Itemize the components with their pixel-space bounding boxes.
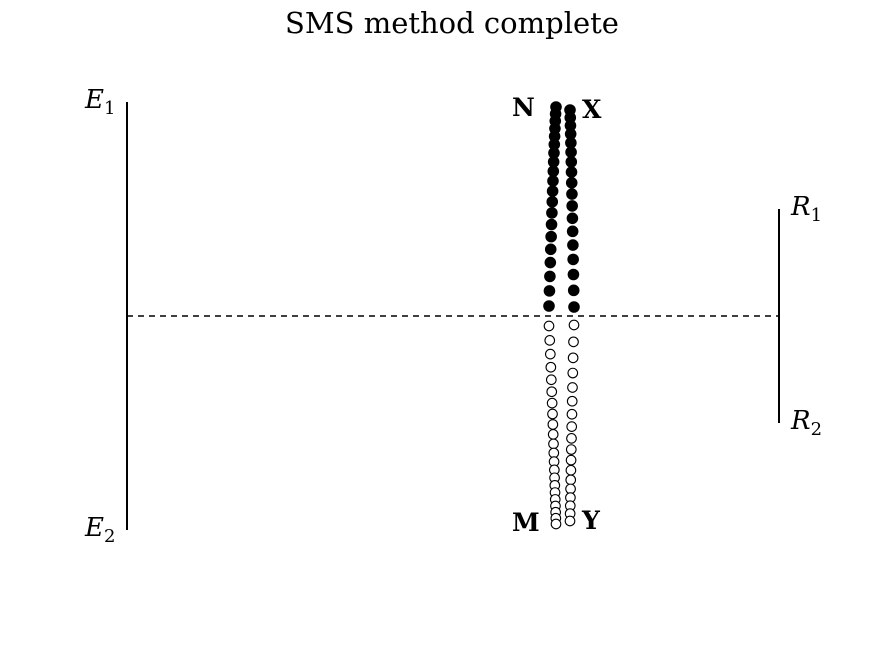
chain-x-point: [567, 253, 579, 266]
chain-x-point: [568, 301, 580, 313]
chain-n-point: [545, 218, 558, 231]
chain-y-point: [565, 474, 577, 486]
chain-y-point: [566, 421, 578, 432]
chain-n-point: [544, 256, 557, 269]
chain-y-point: [564, 515, 576, 527]
chain-x-point: [565, 146, 577, 158]
chain-x-point: [567, 284, 580, 297]
label-e2: E2: [84, 513, 115, 547]
chain-m-point: [547, 419, 559, 430]
chain-m-point: [548, 438, 559, 450]
label-x: X: [582, 95, 602, 124]
chain-x-point: [566, 225, 579, 238]
chain-m-point: [546, 397, 558, 409]
chain-y-point: [565, 444, 577, 455]
chain-x-point: [566, 200, 578, 212]
chain-m-point: [547, 429, 559, 440]
chain-y-point: [566, 408, 578, 420]
label-r2: R2: [790, 406, 822, 440]
chain-n-point: [547, 165, 560, 178]
sms-point-chains: [543, 101, 580, 530]
chain-m-point: [547, 408, 558, 420]
chain-y-point: [567, 367, 579, 379]
chain-m-point: [543, 320, 555, 332]
chain-y-point: [565, 454, 577, 466]
label-n: N: [512, 93, 535, 122]
label-m: M: [512, 508, 540, 537]
chain-x-point: [565, 166, 578, 178]
chain-x-point: [565, 156, 578, 168]
chain-n-point: [544, 243, 557, 256]
chain-m-point: [550, 518, 562, 530]
chain-y-point: [567, 382, 578, 393]
chain-y-point: [568, 336, 579, 348]
chain-n-point: [543, 285, 556, 297]
chain-m-point: [545, 374, 557, 386]
chain-n-point: [546, 195, 559, 208]
chain-m-point: [546, 386, 558, 398]
chain-x-point: [566, 188, 578, 200]
chain-n-point: [546, 207, 558, 219]
chain-y-point: [568, 319, 580, 331]
label-y: Y: [581, 506, 601, 535]
chain-n-point: [543, 300, 555, 312]
chain-m-point: [544, 348, 556, 360]
chain-n-point: [544, 270, 556, 283]
chain-y-point: [566, 395, 578, 407]
chain-y-point: [566, 433, 577, 444]
diagram-title: SMS method complete: [285, 6, 619, 40]
chain-m-point: [545, 361, 557, 373]
chain-x-point: [567, 268, 580, 281]
chain-m-point: [544, 335, 556, 346]
chain-y-point: [565, 464, 577, 476]
chain-y-point: [567, 352, 579, 364]
chain-n-point: [546, 185, 559, 197]
label-e1: E1: [84, 85, 115, 119]
chain-x-point: [567, 239, 579, 251]
chain-x-point: [565, 177, 578, 189]
chain-n-point: [545, 230, 557, 243]
label-r1: R1: [790, 192, 822, 226]
chain-x-point: [566, 212, 579, 225]
chain-n-point: [547, 175, 559, 187]
